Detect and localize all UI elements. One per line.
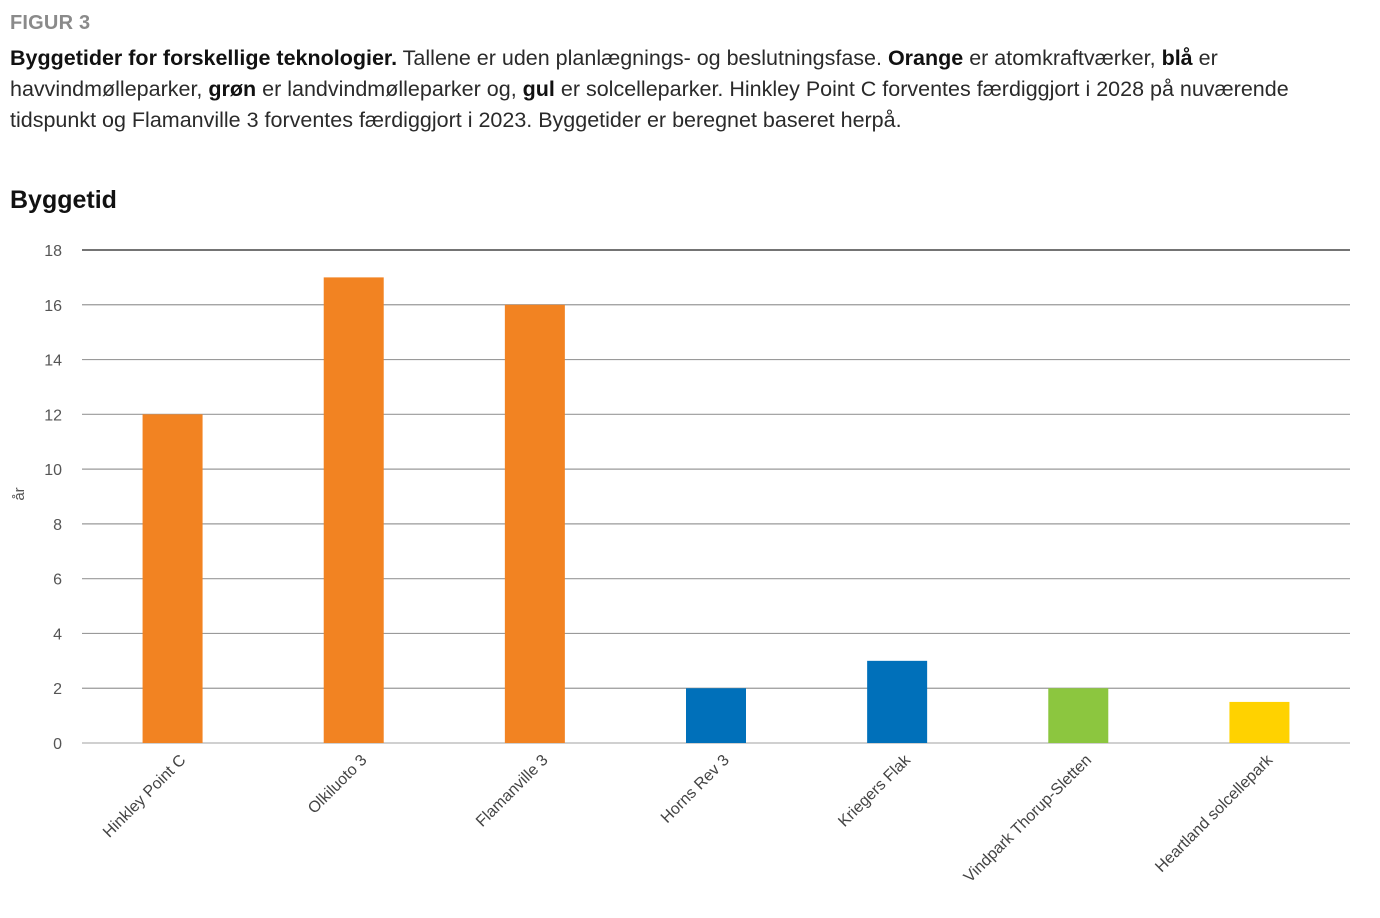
y-tick-label: 2: [53, 681, 62, 698]
figure-caption: Byggetider for forskellige teknologier. …: [10, 43, 1370, 136]
x-tick-label: Kriegers Flak: [835, 751, 914, 830]
bars: [142, 277, 1290, 743]
bar: [1229, 701, 1290, 743]
caption-segment: Tallene er uden planlægnings- og beslutn…: [397, 46, 888, 70]
y-axis-ticks: 0 2 4 6 8 10 12 14 16 18: [44, 243, 62, 753]
caption-segment: er solcelleparker. Hinkley Point C forve…: [10, 77, 1289, 132]
y-tick-label: 12: [44, 407, 62, 424]
y-tick-label: 14: [44, 353, 62, 370]
caption-bold-segment: grøn: [208, 77, 257, 101]
bar: [323, 277, 384, 743]
figure-label: FIGUR 3: [10, 12, 91, 34]
x-tick-label: Heartland solcellepark: [1152, 751, 1277, 876]
y-tick-label: 16: [44, 298, 62, 315]
y-axis-label: år: [11, 487, 28, 500]
y-tick-label: 18: [44, 243, 62, 260]
bar: [142, 414, 203, 743]
caption-segment: er atomkraftværker,: [963, 46, 1162, 70]
gridlines: [82, 249, 1350, 744]
caption-bold-segment: blå: [1161, 46, 1193, 70]
y-tick-label: 10: [44, 462, 62, 479]
caption-segment: er landvindmølleparker og,: [256, 77, 523, 101]
x-tick-label: Olkiluoto 3: [305, 752, 371, 818]
caption-segment: er havvindmølleparker,: [10, 46, 1218, 101]
y-tick-label: 0: [53, 736, 62, 753]
bar: [1048, 688, 1109, 743]
x-tick-label: Hinkley Point C: [100, 752, 189, 841]
caption-bold-segment: Byggetider for forskellige teknologier.: [10, 46, 398, 70]
y-tick-label: 6: [53, 572, 62, 589]
x-tick-label: Flamanville 3: [473, 752, 552, 831]
x-axis-labels: Hinkley Point C Olkiluoto 3 Flamanville 3 H…: [100, 751, 1277, 886]
chart-title: Byggetid: [10, 186, 117, 214]
y-tick-label: 4: [53, 626, 62, 643]
caption-bold-segment: Orange: [887, 46, 964, 70]
x-tick-label: Horns Rev 3: [658, 752, 733, 827]
x-tick-label: Vindpark Thorup-Sletten: [961, 752, 1095, 886]
caption-bold-segment: gul: [522, 77, 555, 101]
bar: [867, 660, 928, 743]
bar: [504, 304, 565, 743]
bar: [686, 688, 746, 743]
y-tick-label: 8: [53, 517, 62, 534]
